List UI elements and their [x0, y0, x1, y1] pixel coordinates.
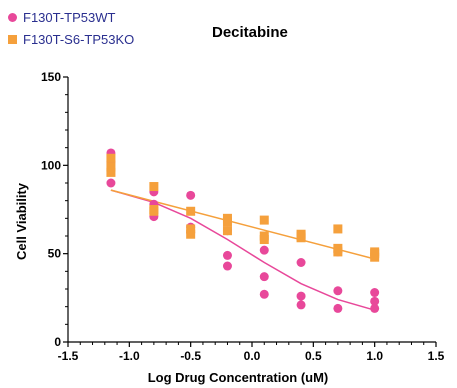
data-point-series-1 [222, 226, 232, 236]
data-point-series-1 [333, 224, 343, 234]
data-point-series-1 [106, 167, 116, 177]
data-point-series-1 [222, 217, 232, 227]
data-point-series-1 [186, 224, 196, 234]
data-point-series-0 [296, 291, 306, 301]
data-point-series-1 [333, 247, 343, 257]
data-point-series-0 [106, 178, 116, 188]
data-point-series-0 [222, 250, 232, 260]
data-point-series-1 [370, 252, 380, 262]
x-tick-label: 0.0 [244, 349, 261, 363]
x-tick-label: -0.5 [180, 349, 201, 363]
legend-marker-circle [8, 12, 17, 22]
x-tick-label: -1.5 [58, 349, 79, 363]
data-point-series-1 [296, 233, 306, 243]
y-tick-label: 100 [41, 158, 61, 172]
data-point-series-1 [259, 235, 269, 245]
data-point-series-0 [186, 190, 196, 200]
data-point-series-0 [370, 303, 380, 313]
y-tick-label: 0 [54, 335, 61, 349]
legend-marker-square [8, 34, 17, 44]
y-tick-label: 150 [41, 70, 61, 84]
data-point-series-1 [106, 153, 116, 163]
data-point-series-0 [333, 286, 343, 296]
data-point-series-0 [370, 288, 380, 298]
data-point-series-1 [259, 215, 269, 225]
legend-label-tp53ko: F130T-S6-TP53KO [23, 31, 135, 47]
data-point-series-1 [149, 206, 159, 216]
x-tick-label: 1.0 [366, 349, 383, 363]
chart-title: Decitabine [212, 24, 288, 41]
legend-label-tp53wt: F130T-TP53WT [23, 9, 116, 25]
data-point-series-0 [296, 300, 306, 310]
data-point-series-1 [149, 182, 159, 192]
data-point-series-1 [186, 229, 196, 239]
data-point-series-0 [296, 258, 306, 267]
y-axis-label: Cell Viability [14, 182, 29, 260]
data-point-series-0 [259, 289, 269, 299]
data-point-series-1 [106, 162, 116, 172]
x-axis-label: Log Drug Concentration (uM) [148, 370, 329, 385]
data-point-series-0 [222, 261, 232, 271]
fit-curve-series-0 [110, 189, 375, 311]
chart-legend: F130T-TP53WT F130T-S6-TP53KO [8, 6, 134, 50]
data-point-series-0 [333, 303, 343, 313]
legend-item-tp53wt[interactable]: F130T-TP53WT [8, 6, 134, 28]
x-tick-label: -1.0 [119, 349, 140, 363]
y-tick-label: 50 [48, 247, 62, 261]
x-tick-label: 0.5 [305, 349, 322, 363]
data-point-series-1 [186, 206, 196, 216]
data-point-series-0 [259, 245, 269, 255]
data-point-series-0 [370, 296, 380, 306]
data-point-series-0 [259, 272, 269, 282]
x-tick-label: 1.5 [428, 349, 445, 363]
legend-item-tp53ko[interactable]: F130T-S6-TP53KO [8, 28, 134, 50]
